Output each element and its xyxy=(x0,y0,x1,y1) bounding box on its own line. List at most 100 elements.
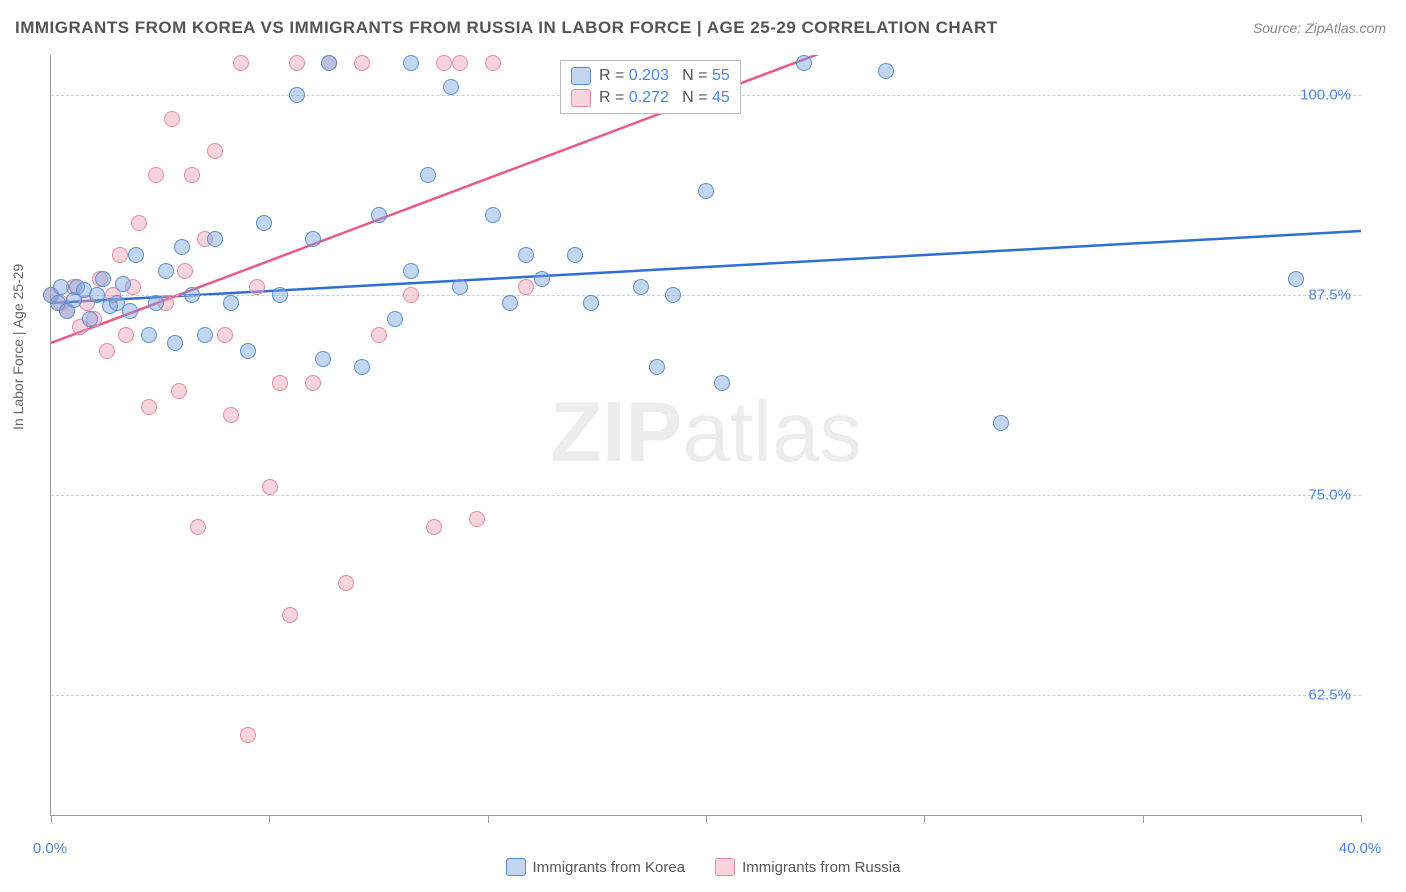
data-point-russia xyxy=(184,167,200,183)
data-point-korea xyxy=(665,287,681,303)
data-point-russia xyxy=(403,287,419,303)
data-point-korea xyxy=(1288,271,1304,287)
data-point-korea xyxy=(174,239,190,255)
data-point-korea xyxy=(122,303,138,319)
x-tick xyxy=(488,815,489,823)
gridline-h xyxy=(51,695,1361,696)
data-point-korea xyxy=(534,271,550,287)
legend-swatch-korea xyxy=(506,858,526,876)
data-point-russia xyxy=(262,479,278,495)
data-point-korea xyxy=(354,359,370,375)
data-point-korea xyxy=(95,271,111,287)
data-point-russia xyxy=(177,263,193,279)
series-legend: Immigrants from Korea Immigrants from Rus… xyxy=(0,858,1406,876)
data-point-russia xyxy=(469,511,485,527)
data-point-korea xyxy=(223,295,239,311)
stats-legend: R = 0.203 N = 55 R = 0.272 N = 45 xyxy=(560,60,741,114)
legend-item-russia: Immigrants from Russia xyxy=(715,858,900,876)
data-point-korea xyxy=(197,327,213,343)
data-point-russia xyxy=(112,247,128,263)
chart-title: IMMIGRANTS FROM KOREA VS IMMIGRANTS FROM… xyxy=(15,18,998,38)
x-tick xyxy=(706,815,707,823)
x-tick-label: 40.0% xyxy=(1339,840,1382,857)
x-tick xyxy=(1361,815,1362,823)
data-point-korea xyxy=(878,63,894,79)
data-point-russia xyxy=(282,607,298,623)
data-point-korea xyxy=(184,287,200,303)
x-tick-label: 0.0% xyxy=(33,840,67,857)
data-point-korea xyxy=(371,207,387,223)
data-point-russia xyxy=(272,375,288,391)
stats-text-korea: R = 0.203 N = 55 xyxy=(599,67,730,85)
data-point-korea xyxy=(115,276,131,292)
data-point-korea xyxy=(128,247,144,263)
y-tick-label: 100.0% xyxy=(1300,87,1351,104)
stats-text-russia: R = 0.272 N = 45 xyxy=(599,89,730,107)
y-tick-label: 62.5% xyxy=(1308,687,1351,704)
data-point-korea xyxy=(207,231,223,247)
y-tick-label: 75.0% xyxy=(1308,487,1351,504)
data-point-korea xyxy=(305,231,321,247)
data-point-korea xyxy=(993,415,1009,431)
data-point-russia xyxy=(436,55,452,71)
gridline-h xyxy=(51,495,1361,496)
data-point-korea xyxy=(649,359,665,375)
data-point-korea xyxy=(698,183,714,199)
trend-lines-layer xyxy=(51,55,1361,815)
data-point-korea xyxy=(256,215,272,231)
data-point-russia xyxy=(171,383,187,399)
y-axis-title: In Labor Force | Age 25-29 xyxy=(10,264,26,430)
legend-swatch-russia xyxy=(571,89,591,107)
data-point-korea xyxy=(82,311,98,327)
gridline-h xyxy=(51,295,1361,296)
data-point-russia xyxy=(164,111,180,127)
x-tick xyxy=(51,815,52,823)
data-point-russia xyxy=(118,327,134,343)
data-point-russia xyxy=(338,575,354,591)
data-point-korea xyxy=(452,279,468,295)
data-point-russia xyxy=(518,279,534,295)
stats-row-russia: R = 0.272 N = 45 xyxy=(571,87,730,109)
watermark: ZIPatlas xyxy=(550,384,862,482)
data-point-korea xyxy=(53,279,69,295)
data-point-russia xyxy=(141,399,157,415)
data-point-russia xyxy=(452,55,468,71)
data-point-russia xyxy=(148,167,164,183)
data-point-russia xyxy=(99,343,115,359)
data-point-russia xyxy=(485,55,501,71)
data-point-korea xyxy=(321,55,337,71)
data-point-korea xyxy=(387,311,403,327)
data-point-russia xyxy=(223,407,239,423)
x-tick xyxy=(924,815,925,823)
legend-swatch-russia xyxy=(715,858,735,876)
data-point-korea xyxy=(485,207,501,223)
data-point-korea xyxy=(240,343,256,359)
data-point-russia xyxy=(233,55,249,71)
data-point-korea xyxy=(148,295,164,311)
data-point-russia xyxy=(207,143,223,159)
data-point-russia xyxy=(426,519,442,535)
plot-area: ZIPatlas 62.5% 75.0% 87.5% 100.0% xyxy=(50,55,1361,816)
data-point-russia xyxy=(289,55,305,71)
data-point-korea xyxy=(633,279,649,295)
data-point-russia xyxy=(371,327,387,343)
legend-label-russia: Immigrants from Russia xyxy=(742,859,900,876)
trend-line-korea xyxy=(51,231,1361,303)
data-point-korea xyxy=(518,247,534,263)
data-point-korea xyxy=(272,287,288,303)
data-point-russia xyxy=(305,375,321,391)
data-point-korea xyxy=(403,263,419,279)
legend-label-korea: Immigrants from Korea xyxy=(533,859,686,876)
legend-item-korea: Immigrants from Korea xyxy=(506,858,686,876)
data-point-russia xyxy=(131,215,147,231)
data-point-russia xyxy=(190,519,206,535)
data-point-korea xyxy=(502,295,518,311)
x-tick xyxy=(269,815,270,823)
data-point-korea xyxy=(289,87,305,103)
stats-row-korea: R = 0.203 N = 55 xyxy=(571,65,730,87)
data-point-korea xyxy=(714,375,730,391)
data-point-korea xyxy=(567,247,583,263)
data-point-korea xyxy=(141,327,157,343)
data-point-russia xyxy=(354,55,370,71)
y-tick-label: 87.5% xyxy=(1308,287,1351,304)
